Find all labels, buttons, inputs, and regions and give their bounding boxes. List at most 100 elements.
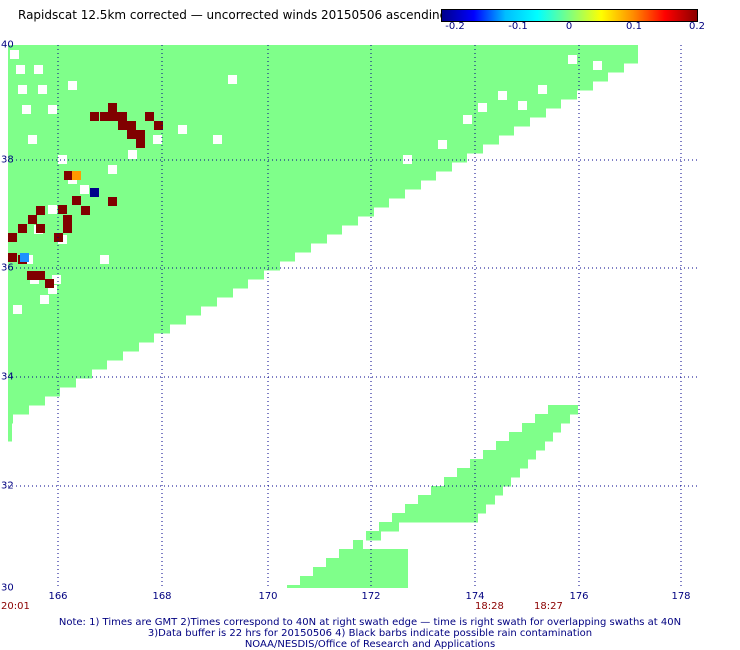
- positive-strong-pixel: [118, 121, 127, 130]
- positive-mild-pixel: [72, 171, 81, 180]
- missing-data-cell: [593, 61, 602, 70]
- positive-strong-pixel: [136, 139, 145, 148]
- swath-band: [353, 540, 363, 550]
- swath-band: [8, 81, 593, 91]
- swath-band: [366, 531, 381, 541]
- swath-band: [8, 243, 311, 253]
- latitude-label: 34: [1, 371, 14, 383]
- swath-band: [8, 54, 638, 64]
- swath-band: [405, 504, 486, 514]
- swath-band: [8, 432, 12, 442]
- swath-band: [457, 468, 520, 478]
- longitude-label: 166: [48, 591, 68, 602]
- longitude-label: 172: [361, 591, 381, 602]
- note-line-1: Note: 1) Times are GMT 2)Times correspon…: [58, 617, 682, 628]
- swath-band: [8, 189, 405, 199]
- missing-data-cell: [100, 255, 109, 264]
- missing-data-cell: [403, 155, 412, 164]
- lat-lon-grid: [8, 45, 697, 588]
- missing-data-cell: [178, 125, 187, 134]
- colorbar-label: -0.1: [508, 21, 528, 32]
- swath-band: [8, 207, 374, 217]
- latitude-label: 40: [1, 39, 14, 51]
- latitude-label: 36: [1, 262, 14, 274]
- note-line-3: NOAA/NESDIS/Office of Research and Appli…: [244, 639, 496, 650]
- positive-strong-pixel: [27, 271, 36, 280]
- swath-band: [300, 576, 408, 586]
- longitude-label: 176: [569, 591, 589, 602]
- latitude-label: 38: [1, 154, 14, 166]
- swath-band: [418, 495, 495, 505]
- swath-band: [8, 261, 280, 271]
- positive-strong-pixel: [109, 112, 118, 121]
- swath-band: [535, 414, 570, 424]
- missing-data-cell: [18, 85, 27, 94]
- swath-band: [8, 252, 295, 262]
- positive-strong-pixel: [8, 233, 17, 242]
- swath-band: [8, 387, 60, 397]
- colorbar-label: -0.2: [445, 21, 465, 32]
- missing-data-cell: [68, 81, 77, 90]
- longitude-label: 168: [152, 591, 172, 602]
- missing-data-cell: [518, 101, 527, 110]
- positive-strong-pixel: [81, 206, 90, 215]
- swath-band: [8, 288, 233, 298]
- positive-strong-pixel: [72, 196, 81, 205]
- swath-band: [548, 405, 578, 415]
- positive-strong-pixel: [63, 224, 72, 233]
- positive-strong-pixel: [127, 130, 136, 139]
- longitude-label: 174: [465, 591, 485, 602]
- swath-band: [8, 270, 264, 280]
- swath-band: [8, 153, 467, 163]
- swath-band: [8, 315, 186, 325]
- missing-data-cell: [478, 103, 487, 112]
- positive-strong-pixel: [58, 205, 67, 214]
- swath-band: [8, 126, 514, 136]
- missing-data-cell: [128, 150, 137, 159]
- latitude-label: 30: [1, 582, 14, 594]
- swath-band: [8, 99, 561, 109]
- longitude-label: 178: [671, 591, 691, 602]
- swath-band: [8, 108, 546, 118]
- missing-data-cell: [568, 55, 577, 64]
- colorbar-label: 0.1: [626, 21, 642, 32]
- swath-band: [8, 144, 483, 154]
- swath-band: [8, 198, 389, 208]
- positive-strong-pixel: [108, 197, 117, 206]
- swath-band: [8, 396, 45, 406]
- positive-strong-pixel: [63, 215, 72, 224]
- latitude-label: 32: [1, 480, 14, 492]
- negative-mild-pixel: [20, 253, 29, 262]
- positive-strong-pixel: [8, 253, 17, 262]
- map-title: Rapidscat 12.5km corrected — uncorrected…: [18, 8, 448, 22]
- positive-strong-pixel: [36, 206, 45, 215]
- swath-band: [326, 558, 408, 568]
- swath-band: [8, 342, 139, 352]
- positive-strong-pixel: [118, 112, 127, 121]
- positive-strong-pixel: [108, 103, 117, 112]
- swath-band: [8, 216, 358, 226]
- missing-data-cell: [438, 140, 447, 149]
- note-line-2: 3)Data buffer is 22 hrs for 20150506 4) …: [147, 628, 593, 639]
- swath-band: [8, 72, 608, 82]
- positive-strong-pixel: [90, 112, 99, 121]
- negative-strong-pixel: [90, 188, 99, 197]
- swath-band: [8, 405, 29, 415]
- swath-band: [8, 90, 577, 100]
- colorbar-label: 0: [565, 21, 573, 32]
- swath-band: [8, 180, 421, 190]
- positive-strong-pixel: [100, 112, 109, 121]
- missing-data-cell: [80, 185, 89, 194]
- missing-data-cell: [153, 135, 162, 144]
- positive-strong-pixel: [18, 224, 27, 233]
- missing-data-cell: [38, 85, 47, 94]
- positive-strong-pixel: [154, 121, 163, 130]
- time-label-right: 18:27: [534, 601, 563, 612]
- swath-band: [8, 306, 201, 316]
- swath-band: [8, 324, 170, 334]
- missing-data-cell: [608, 73, 617, 82]
- positive-strong-pixel: [45, 279, 54, 288]
- missing-data-cell: [34, 65, 43, 74]
- swath-band: [339, 549, 408, 559]
- swath-band: [496, 441, 545, 451]
